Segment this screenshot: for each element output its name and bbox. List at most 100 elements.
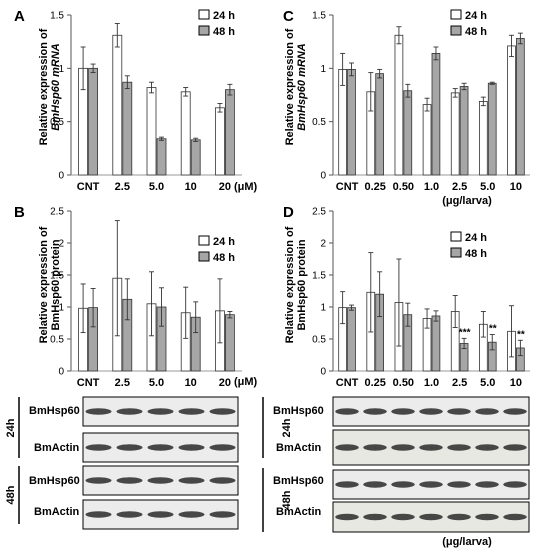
x-tick-label-d: 10 bbox=[510, 377, 522, 389]
blot-band bbox=[178, 477, 205, 484]
bar-c-24h-5 bbox=[479, 101, 488, 176]
legend-a-swatch-24h bbox=[198, 9, 210, 20]
x-tick-label-b: CNT bbox=[77, 377, 100, 389]
blot-band bbox=[178, 444, 205, 451]
x-unit-b: (μM) bbox=[234, 376, 258, 388]
blot-band bbox=[503, 513, 527, 521]
bar-a-24h-4 bbox=[214, 107, 225, 176]
legend-b-swatch-48h bbox=[198, 251, 210, 262]
blot-band bbox=[391, 481, 415, 488]
blot-band bbox=[391, 408, 415, 415]
blot-band bbox=[391, 513, 415, 521]
blot-band bbox=[209, 444, 236, 451]
blot-band bbox=[447, 513, 471, 521]
bar-a-48h-0 bbox=[88, 67, 98, 176]
blot-band bbox=[209, 408, 236, 415]
legend-c-swatch-24h bbox=[450, 9, 462, 20]
bar-a-48h-3 bbox=[190, 139, 201, 176]
bar-c-48h-4 bbox=[459, 86, 469, 176]
y-tick-label-c: 1 bbox=[320, 64, 326, 75]
x-tick-label-d: 1.0 bbox=[424, 377, 439, 389]
x-tick-label-b: 10 bbox=[185, 377, 197, 389]
blot-band bbox=[503, 481, 527, 488]
bar-c-48h-2 bbox=[403, 90, 413, 176]
blot-left-label-hsp60-24h: BmHsp60 bbox=[29, 405, 80, 417]
blot-right-time-24h: 24h bbox=[281, 418, 293, 437]
ylabel-c-line1: Relative expression of bbox=[284, 28, 296, 145]
blot-band bbox=[419, 408, 443, 415]
blot-band bbox=[503, 408, 527, 415]
bar-a-24h-3 bbox=[180, 91, 191, 176]
panel-letter-d: D bbox=[283, 204, 294, 221]
legend-a: 24 h 48 h bbox=[198, 9, 235, 38]
blot-band bbox=[447, 408, 471, 415]
blot-right-footer-unit: (μg/larva) bbox=[442, 536, 492, 548]
ylabel-c-line2: BmHsp60 mRNA bbox=[296, 43, 308, 130]
ylabel-b-line2: BmHsp60 protein bbox=[50, 239, 62, 330]
blot-band bbox=[335, 408, 359, 415]
x-tick-label-a: 10 bbox=[185, 181, 197, 193]
y-tick-label-a: 1.5 bbox=[50, 11, 64, 22]
blot-band bbox=[391, 444, 415, 451]
x-tick-label-b: 20 bbox=[219, 377, 231, 389]
blot-right: 24h BmHsp60 BmActin 48h BmHsp60 BmActin … bbox=[262, 396, 530, 548]
x-tick-label-c: 0.50 bbox=[393, 181, 414, 193]
significance-marker-d: ** bbox=[489, 324, 497, 335]
legend-d: 24 h 48 h bbox=[450, 231, 487, 260]
blot-left-time-24h: 24h bbox=[5, 418, 17, 437]
legend-d-swatch-24h bbox=[450, 231, 462, 242]
x-tick-label-c: 0.25 bbox=[365, 181, 386, 193]
significance-marker-d: *** bbox=[459, 327, 471, 338]
blot-band bbox=[503, 444, 527, 451]
bar-c-48h-1 bbox=[375, 73, 384, 176]
blot-right-label-hsp60-48h: BmHsp60 bbox=[273, 475, 324, 487]
blot-band bbox=[363, 444, 387, 451]
bar-d-48h-3 bbox=[431, 315, 441, 372]
x-tick-label-d: 0.50 bbox=[393, 377, 414, 389]
legend-c: 24 h 48 h bbox=[450, 9, 487, 38]
y-tick-label-b: 0 bbox=[58, 367, 64, 378]
blot-band bbox=[85, 511, 112, 518]
legend-c-label-48h: 48 h bbox=[465, 26, 487, 38]
y-tick-label-c: 0.5 bbox=[312, 117, 326, 128]
legend-d-swatch-48h bbox=[450, 247, 462, 258]
y-tick-label-d: 1 bbox=[320, 303, 326, 314]
bar-a-48h-4 bbox=[224, 89, 235, 176]
x-tick-label-a: 20 bbox=[219, 181, 231, 193]
x-unit-a: (μM) bbox=[234, 181, 258, 193]
blot-band bbox=[209, 511, 236, 518]
legend-d-label-48h: 48 h bbox=[465, 248, 487, 260]
blot-band bbox=[116, 408, 143, 415]
legend-b: 24 h 48 h bbox=[198, 235, 235, 264]
x-tick-label-a: 2.5 bbox=[115, 181, 130, 193]
blot-band bbox=[147, 511, 174, 518]
blot-band bbox=[475, 513, 499, 521]
x-tick-label-c: 1.0 bbox=[424, 181, 439, 193]
blot-band bbox=[147, 408, 174, 415]
chart-panel-b: 0 0.5 1 1.5 2 2.5 CNT 2.5 5.0 10 20 bbox=[50, 207, 242, 389]
blot-band bbox=[475, 408, 499, 415]
blot-band bbox=[447, 444, 471, 451]
bar-c-48h-5 bbox=[487, 82, 497, 176]
legend-d-label-24h: 24 h bbox=[465, 232, 487, 244]
x-tick-label-b: 2.5 bbox=[115, 377, 130, 389]
blot-band bbox=[209, 477, 236, 484]
ylabel-b-line1: Relative expression of bbox=[38, 226, 50, 343]
bar-c-24h-4 bbox=[450, 92, 460, 176]
blot-right-time-48h: 48h bbox=[281, 490, 293, 509]
blot-band bbox=[116, 444, 143, 451]
x-tick-label-c: 10 bbox=[510, 181, 522, 193]
x-tick-label-a: 5.0 bbox=[149, 181, 164, 193]
blot-left-label-actin-48h: BmActin bbox=[34, 506, 80, 518]
blot-band bbox=[475, 481, 499, 488]
blot-right-label-hsp60-24h: BmHsp60 bbox=[273, 405, 324, 417]
panel-letter-b: B bbox=[14, 204, 25, 221]
blot-band bbox=[335, 444, 359, 451]
bar-c-24h-2 bbox=[394, 34, 404, 176]
ylabel-d-line1: Relative expression of bbox=[284, 226, 296, 343]
blot-band bbox=[85, 477, 112, 484]
blot-band bbox=[335, 513, 359, 521]
bar-c-48h-3 bbox=[431, 53, 441, 176]
legend-a-swatch-48h bbox=[198, 25, 210, 36]
